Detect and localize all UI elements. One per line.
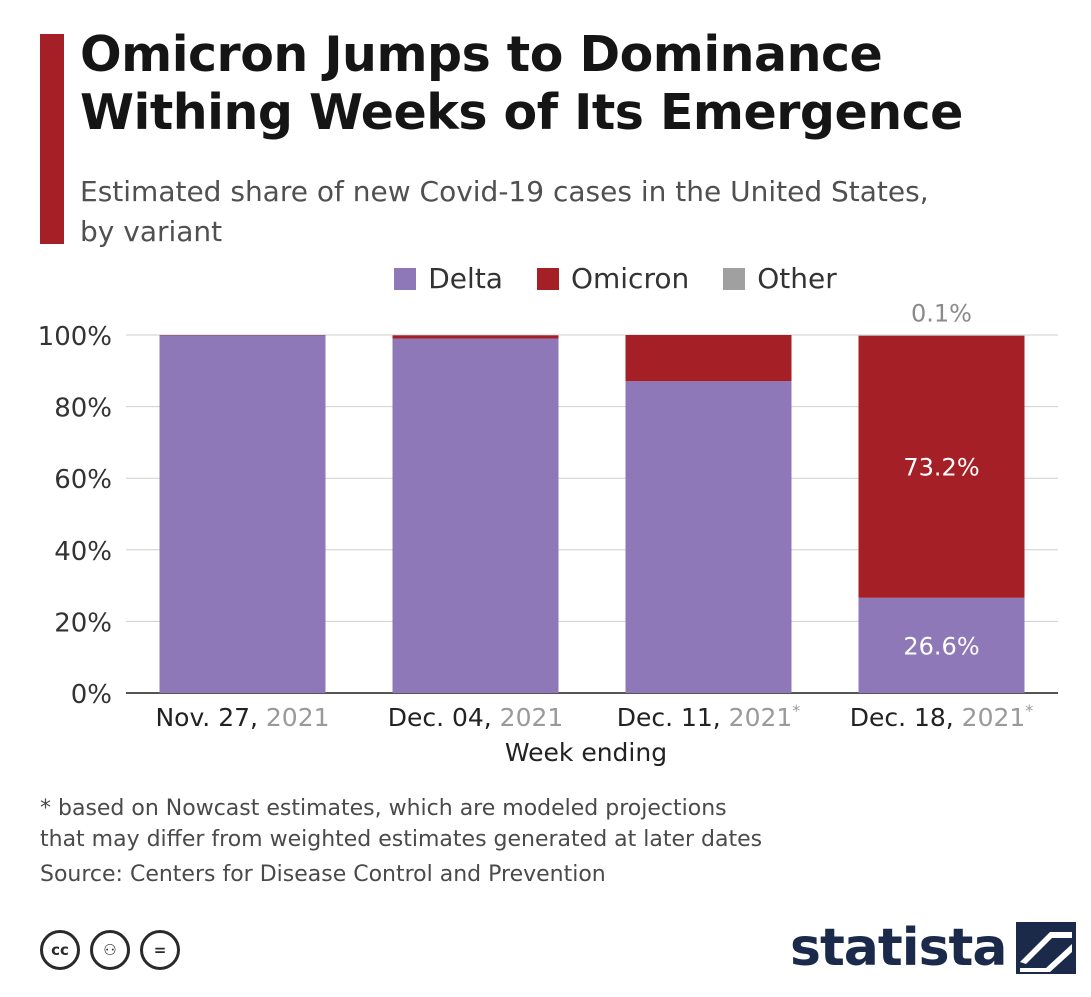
x-tick-label: Nov. 27, 2021 [155,703,329,732]
bar-segment-omicron [858,335,1025,598]
y-tick-label: 20% [54,608,112,638]
footnote: * based on Nowcast estimates, which are … [40,796,763,852]
y-tick-label: 80% [54,394,112,424]
y-tick-label: 100% [38,322,112,352]
source-note: Source: Centers for Disease Control and … [40,862,606,887]
data-label: 0.1% [911,299,972,327]
y-tick-label: 40% [54,537,112,567]
license-icons: cc ⚇ = [40,930,180,970]
statista-logo-text: statista [790,918,1007,978]
cc-icon: cc [40,930,80,970]
chart-title: Omicron Jumps to Dominance Withing Weeks… [80,26,963,141]
chart-subtitle: Estimated share of new Covid-19 cases in… [80,175,929,248]
bar-segment-delta [392,338,559,693]
bar-segment-delta [858,597,1025,693]
x-tick-label: Dec. 18, 2021* [850,701,1034,732]
x-tick-label: Dec. 11, 2021* [617,701,801,732]
y-tick-label: 60% [54,465,112,495]
stacked-bar-chart: 0% 20% 40% 60% 80% 100% Nov. 27, 2021 Dec. 04, … [38,299,1058,767]
data-label: 26.6% [903,632,979,660]
legend-label-delta: Delta [428,262,503,295]
legend-swatch-other [723,267,746,290]
bar-segment-omicron [625,335,792,382]
legend-item-delta: Delta [394,262,503,295]
attribution-icon: ⚇ [90,930,130,970]
accent-bar [40,34,64,244]
legend-label-other: Other [757,262,837,295]
x-tick-label: Dec. 04, 2021 [388,703,564,732]
legend-label-omicron: Omicron [570,262,690,295]
brand: statista [790,918,1077,978]
data-label: 73.2% [903,454,979,482]
legend-swatch-omicron [536,267,559,290]
legend-item-omicron: Omicron [536,262,690,295]
no-derivatives-icon: = [140,930,180,970]
legend-item-other: Other [723,262,837,295]
statista-logo-icon [1016,922,1077,974]
legend-swatch-delta [394,267,417,290]
bar-segment-delta [625,381,792,693]
bar-segment-omicron [392,335,559,339]
x-axis-label: Week ending [505,738,667,767]
y-tick-label: 0% [71,680,112,710]
bar-segment-delta [159,335,326,693]
legend: Delta Omicron Other [0,262,1091,295]
